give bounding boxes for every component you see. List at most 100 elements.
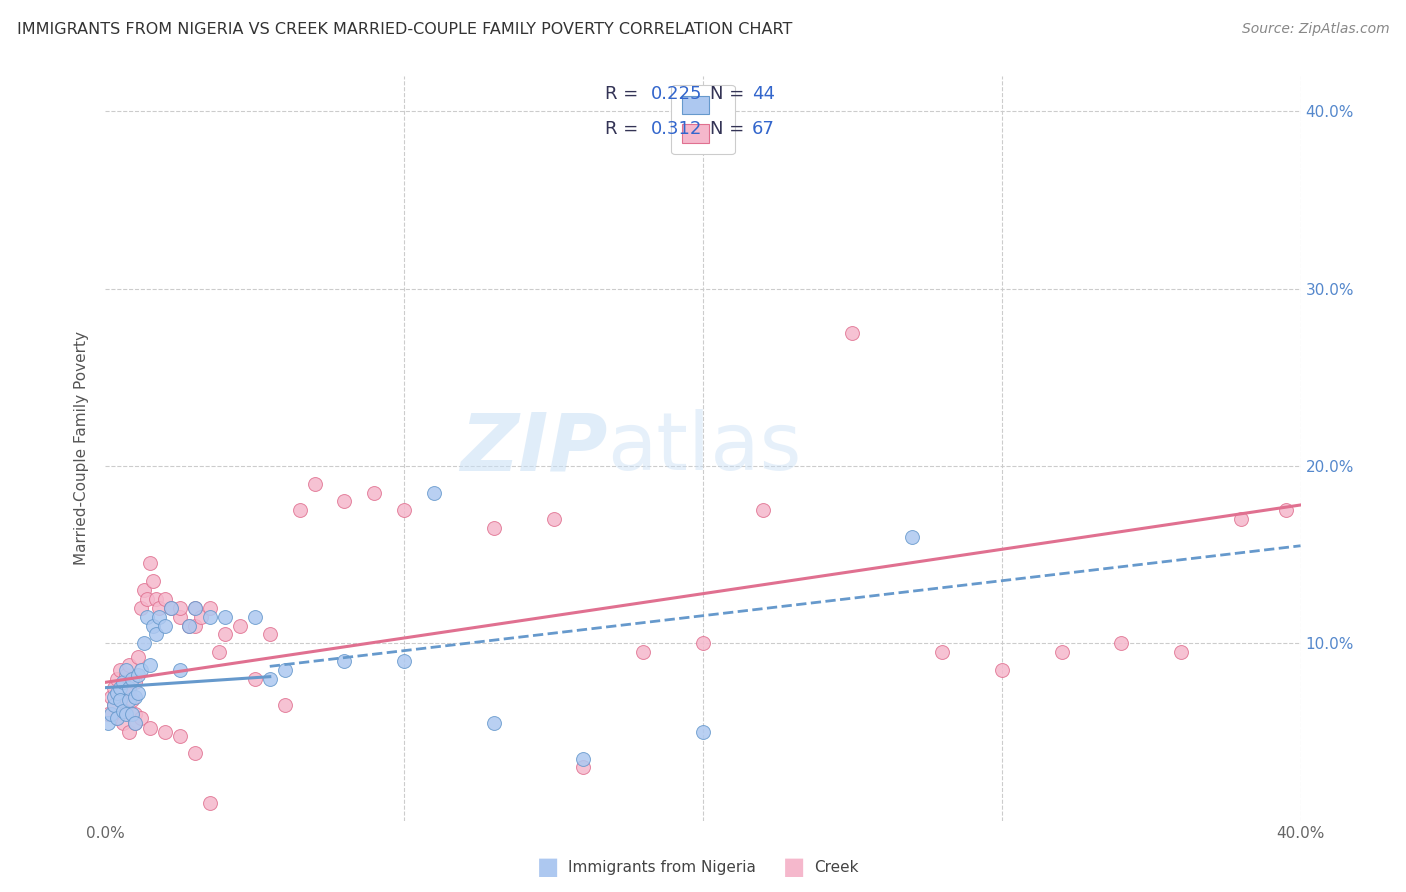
Point — [169, 609, 191, 624]
Point — [129, 711, 153, 725]
Point — [184, 618, 207, 632]
Point — [169, 663, 191, 677]
Point — [184, 746, 207, 760]
Point — [160, 600, 183, 615]
Point — [273, 663, 295, 677]
Text: ■: ■ — [537, 855, 560, 879]
Point — [259, 672, 281, 686]
Point — [136, 609, 159, 624]
Point — [124, 716, 146, 731]
Point — [259, 627, 281, 641]
Point — [423, 485, 446, 500]
Point — [229, 618, 252, 632]
Point — [129, 663, 153, 677]
Text: atlas: atlas — [607, 409, 801, 487]
Text: 44: 44 — [752, 85, 775, 103]
Point — [139, 722, 162, 736]
Point — [97, 716, 120, 731]
Point — [190, 609, 212, 624]
Point — [127, 668, 149, 682]
Point — [1274, 503, 1296, 517]
Point — [112, 681, 135, 695]
Text: N =: N = — [710, 85, 749, 103]
Point — [198, 609, 221, 624]
Point — [333, 494, 356, 508]
Text: Creek: Creek — [814, 860, 859, 874]
Point — [115, 663, 138, 677]
Point — [990, 663, 1012, 677]
Point — [118, 693, 141, 707]
Point — [115, 668, 138, 682]
Point — [145, 591, 167, 606]
Point — [124, 716, 146, 731]
Point — [107, 711, 129, 725]
Point — [148, 600, 170, 615]
Point — [112, 675, 135, 690]
Point — [110, 663, 132, 677]
Point — [129, 600, 153, 615]
Point — [121, 672, 143, 686]
Point — [139, 557, 162, 571]
Point — [243, 672, 266, 686]
Point — [394, 503, 416, 517]
Point — [394, 654, 416, 668]
Point — [155, 725, 177, 739]
Text: Source: ZipAtlas.com: Source: ZipAtlas.com — [1241, 22, 1389, 37]
Point — [103, 690, 125, 704]
Point — [482, 716, 505, 731]
Text: ■: ■ — [783, 855, 806, 879]
Legend: , : , — [672, 85, 734, 154]
Point — [148, 609, 170, 624]
Text: 0.225: 0.225 — [651, 85, 703, 103]
Point — [110, 681, 132, 695]
Point — [107, 686, 129, 700]
Text: 67: 67 — [752, 120, 775, 138]
Point — [134, 636, 156, 650]
Point — [127, 686, 149, 700]
Point — [243, 609, 266, 624]
Point — [127, 650, 149, 665]
Point — [177, 618, 201, 632]
Text: R =: R = — [605, 120, 644, 138]
Text: ZIP: ZIP — [460, 409, 607, 487]
Point — [121, 693, 143, 707]
Point — [115, 704, 138, 718]
Point — [572, 760, 595, 774]
Point — [110, 693, 132, 707]
Point — [198, 796, 221, 810]
Point — [124, 675, 146, 690]
Point — [155, 618, 177, 632]
Point — [1050, 645, 1073, 659]
Point — [118, 725, 141, 739]
Point — [931, 645, 953, 659]
Point — [633, 645, 655, 659]
Point — [177, 618, 201, 632]
Point — [110, 693, 132, 707]
Point — [124, 707, 146, 722]
Point — [107, 672, 129, 686]
Point — [112, 704, 135, 718]
Point — [145, 627, 167, 641]
Text: R =: R = — [605, 85, 644, 103]
Point — [107, 711, 129, 725]
Point — [363, 485, 385, 500]
Point — [115, 707, 138, 722]
Point — [121, 707, 143, 722]
Point — [208, 645, 231, 659]
Point — [134, 583, 156, 598]
Point — [304, 476, 326, 491]
Point — [142, 618, 165, 632]
Text: 0.312: 0.312 — [651, 120, 703, 138]
Point — [692, 725, 714, 739]
Point — [169, 729, 191, 743]
Point — [112, 716, 135, 731]
Point — [572, 751, 595, 765]
Point — [97, 707, 120, 722]
Point — [214, 609, 236, 624]
Text: N =: N = — [710, 120, 749, 138]
Point — [901, 530, 924, 544]
Point — [198, 600, 221, 615]
Point — [136, 591, 159, 606]
Point — [184, 600, 207, 615]
Point — [139, 657, 162, 672]
